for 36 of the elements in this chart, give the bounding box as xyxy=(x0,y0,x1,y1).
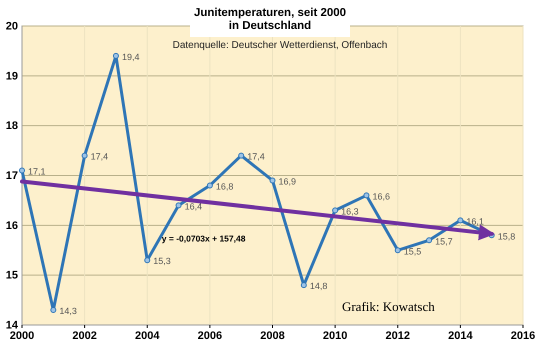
y-tick-label: 17 xyxy=(6,170,18,182)
data-label: 16,4 xyxy=(184,201,202,212)
y-tick-label: 18 xyxy=(6,120,18,132)
data-label: 14,3 xyxy=(59,306,77,316)
y-tick-label: 16 xyxy=(6,220,18,232)
x-tick-label: 2014 xyxy=(448,330,474,342)
data-label: 16,8 xyxy=(216,181,234,192)
annotation: y = -0,0703x + 157,48 xyxy=(162,233,246,244)
data-label: 14,8 xyxy=(310,281,328,292)
x-tick-label: 2008 xyxy=(260,330,285,342)
y-tick-label: 19 xyxy=(6,70,18,82)
data-label: 17,1 xyxy=(28,166,46,177)
x-tick-label: 2010 xyxy=(322,330,348,342)
y-tick-label: 20 xyxy=(6,20,18,33)
data-label: 17,4 xyxy=(90,152,108,162)
data-label: 16,3 xyxy=(341,206,359,216)
x-tick-label: 2004 xyxy=(135,330,160,342)
chart-title: Junitemperaturen, seit 2000 in Deutschland xyxy=(194,7,346,32)
data-label: 17,4 xyxy=(247,152,265,162)
x-tick-label: 2016 xyxy=(510,330,536,342)
data-label: 16,9 xyxy=(278,176,296,186)
x-tick-label: 2012 xyxy=(386,330,410,342)
data-label: 15,5 xyxy=(404,246,422,256)
data-label: 19,4 xyxy=(122,52,140,62)
text: Datenquelle: Deutscher Wetterdienst, Offenbach xyxy=(172,40,388,51)
x-tick-label: 2000 xyxy=(10,330,34,342)
x-tick-label: 2006 xyxy=(198,330,222,342)
data-label: 15,7 xyxy=(435,236,453,246)
data-label: 16,1 xyxy=(466,216,484,226)
data-label: 16,6 xyxy=(372,191,390,202)
data-label: 15,8 xyxy=(498,231,516,242)
y-tick-label: 14 xyxy=(6,320,19,332)
x-tick-label: 2002 xyxy=(72,330,97,342)
annotation: Grafik: Kowatsch xyxy=(342,299,436,314)
data-label: 15,3 xyxy=(153,256,171,266)
y-tick-label: 15 xyxy=(6,270,18,282)
